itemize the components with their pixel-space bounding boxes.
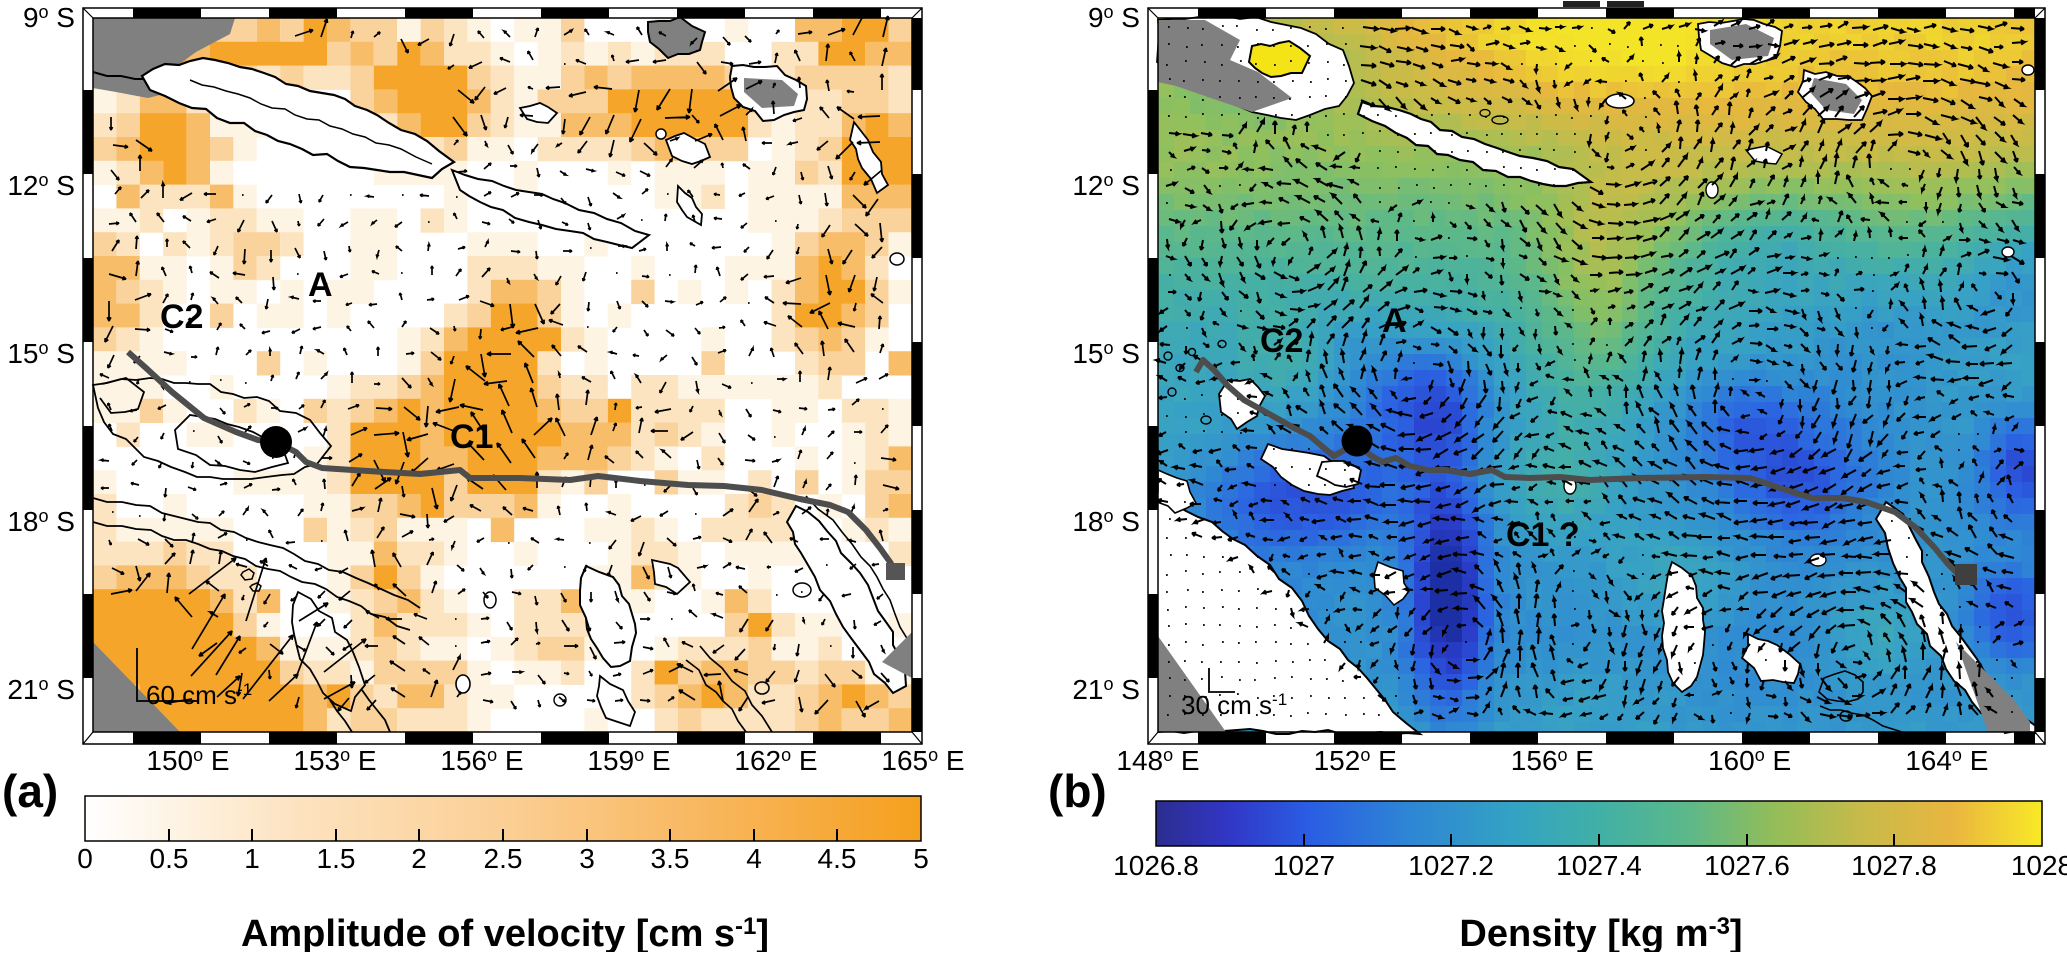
svg-text:C1 ?: C1 ? <box>1506 516 1580 554</box>
svg-text:159o E: 159o E <box>587 745 670 776</box>
svg-text:165o E: 165o E <box>881 745 964 776</box>
svg-text:Density [kg m-3]: Density [kg m-3] <box>1459 913 1742 952</box>
svg-text:1027.8: 1027.8 <box>1851 850 1937 881</box>
svg-text:4: 4 <box>746 843 762 874</box>
svg-text:1028: 1028 <box>2011 850 2067 881</box>
svg-text:4.5: 4.5 <box>818 843 857 874</box>
svg-text:1027.4: 1027.4 <box>1556 850 1642 881</box>
svg-text:60 cm s-1: 60 cm s-1 <box>146 680 252 710</box>
svg-text:C1: C1 <box>450 418 493 456</box>
svg-text:2: 2 <box>411 843 427 874</box>
svg-text:30 cm s-1: 30 cm s-1 <box>1181 690 1287 720</box>
svg-text:(b): (b) <box>1048 765 1107 817</box>
svg-text:160o E: 160o E <box>1708 745 1791 776</box>
svg-text:Amplitude of velocity [cm s-1]: Amplitude of velocity [cm s-1] <box>241 913 769 952</box>
svg-text:1.5: 1.5 <box>317 843 356 874</box>
svg-text:A: A <box>1382 302 1407 340</box>
svg-text:1027.6: 1027.6 <box>1704 850 1790 881</box>
svg-text:153o E: 153o E <box>293 745 376 776</box>
svg-text:18o S: 18o S <box>7 506 75 537</box>
svg-text:3: 3 <box>579 843 595 874</box>
svg-text:(a): (a) <box>2 765 58 817</box>
svg-text:5: 5 <box>913 843 929 874</box>
svg-text:156o E: 156o E <box>1511 745 1594 776</box>
svg-text:9o S: 9o S <box>1088 2 1140 33</box>
svg-text:3.5: 3.5 <box>651 843 690 874</box>
svg-text:152o E: 152o E <box>1314 745 1397 776</box>
svg-text:156o E: 156o E <box>440 745 523 776</box>
svg-text:2.5: 2.5 <box>484 843 523 874</box>
svg-text:1: 1 <box>244 843 260 874</box>
svg-text:1026.8: 1026.8 <box>1113 850 1199 881</box>
svg-text:164o E: 164o E <box>1905 745 1988 776</box>
svg-text:C2: C2 <box>1260 322 1303 360</box>
svg-text:148o E: 148o E <box>1116 745 1199 776</box>
svg-text:0.5: 0.5 <box>150 843 189 874</box>
svg-text:21o S: 21o S <box>7 674 75 705</box>
svg-text:150o E: 150o E <box>146 745 229 776</box>
svg-text:C2: C2 <box>160 298 203 336</box>
svg-text:A: A <box>308 266 333 304</box>
svg-text:0: 0 <box>77 843 93 874</box>
svg-text:12o S: 12o S <box>7 170 75 201</box>
svg-text:9o S: 9o S <box>23 2 75 33</box>
svg-text:1027: 1027 <box>1273 850 1335 881</box>
svg-text:162o E: 162o E <box>734 745 817 776</box>
svg-text:1027.2: 1027.2 <box>1408 850 1494 881</box>
